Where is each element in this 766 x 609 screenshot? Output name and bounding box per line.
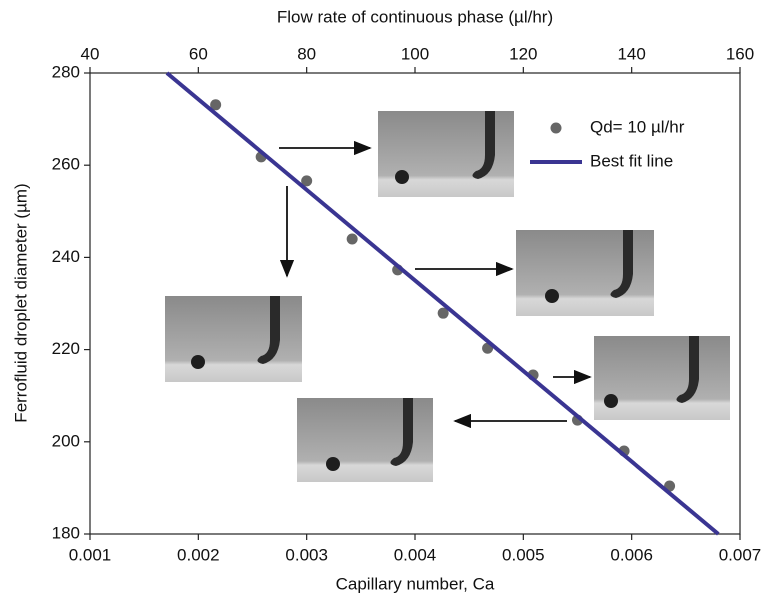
x2-tick-label: 120 bbox=[509, 44, 537, 63]
y-tick-label: 180 bbox=[52, 523, 80, 542]
legend-swatch bbox=[550, 122, 562, 134]
y-tick-label: 220 bbox=[52, 339, 80, 358]
y-tick-label: 280 bbox=[52, 62, 80, 81]
y-axis-title: Ferrofluid droplet diameter (µm) bbox=[11, 183, 30, 422]
fit-line bbox=[165, 71, 720, 536]
y-tick-label: 240 bbox=[52, 247, 80, 266]
inset-image bbox=[516, 230, 654, 316]
x-tick-label: 0.005 bbox=[502, 545, 545, 564]
x-tick-label: 0.006 bbox=[610, 545, 653, 564]
inset-image bbox=[165, 296, 302, 382]
data-point bbox=[437, 307, 449, 319]
data-point bbox=[210, 99, 222, 111]
x2-tick-label: 160 bbox=[726, 44, 754, 63]
x2-tick-label: 100 bbox=[401, 44, 429, 63]
legend-label: Best fit line bbox=[590, 151, 673, 170]
inset-images bbox=[165, 111, 730, 482]
x-tick-label: 0.001 bbox=[69, 545, 112, 564]
arrows bbox=[279, 140, 592, 429]
droplet bbox=[395, 170, 409, 184]
x-tick-label: 0.004 bbox=[394, 545, 437, 564]
x-tick-label: 0.003 bbox=[285, 545, 328, 564]
needle bbox=[610, 230, 633, 298]
needle bbox=[676, 336, 699, 403]
droplet bbox=[191, 355, 205, 369]
top-axis-title: Flow rate of continuous phase (µl/hr) bbox=[277, 7, 553, 26]
inset-image bbox=[594, 336, 730, 420]
legend-label: Qd= 10 µl/hr bbox=[590, 117, 685, 136]
y-tick-label: 260 bbox=[52, 155, 80, 174]
x2-tick-label: 60 bbox=[189, 44, 208, 63]
needle bbox=[472, 111, 495, 179]
needle bbox=[390, 398, 413, 466]
droplet bbox=[604, 394, 618, 408]
x-tick-label: 0.007 bbox=[719, 545, 762, 564]
x2-tick-label: 80 bbox=[297, 44, 316, 63]
y-tick-label: 200 bbox=[52, 431, 80, 450]
droplet bbox=[326, 457, 340, 471]
x-tick-label: 0.002 bbox=[177, 545, 220, 564]
data-point bbox=[301, 175, 313, 187]
x2-tick-label: 140 bbox=[617, 44, 645, 63]
droplet bbox=[545, 289, 559, 303]
needle bbox=[257, 296, 280, 364]
x-axis-title: Capillary number, Ca bbox=[336, 574, 495, 593]
data-point bbox=[346, 233, 358, 245]
x2-tick-label: 40 bbox=[81, 44, 100, 63]
